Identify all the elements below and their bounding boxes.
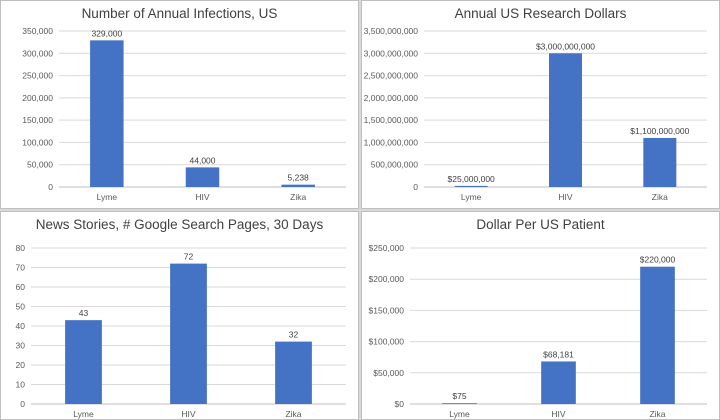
- chart-research-dollars: Annual US Research Dollars 0 500,000,000 1,…: [364, 6, 707, 202]
- data-label: 329,000: [91, 28, 122, 38]
- x-tick-label: Zika: [290, 192, 306, 202]
- y-tick-label: 60: [16, 282, 26, 292]
- bar-zika: [281, 184, 315, 187]
- chart-title: Dollar Per US Patient: [476, 217, 605, 232]
- x-tick-label: Lyme: [73, 409, 94, 419]
- y-tick-label: 0: [20, 399, 25, 409]
- x-tick-label: HIV: [551, 409, 566, 419]
- x-tick-label: HIV: [558, 192, 573, 202]
- y-tick-label: 3,500,000,000: [364, 26, 419, 36]
- chart-dollar-per-patient: Dollar Per US Patient $0 $50,000 $100,000 $1…: [369, 217, 707, 419]
- data-label: $68,181: [543, 349, 574, 359]
- data-label: 32: [289, 330, 299, 340]
- data-label: 5,238: [288, 173, 310, 183]
- y-tick-label: 20: [16, 360, 26, 370]
- data-label: $75: [452, 391, 466, 401]
- bar-zika: [640, 266, 675, 404]
- y-tick-label: $200,000: [369, 274, 405, 284]
- x-tick-label: Lyme: [461, 192, 482, 202]
- y-tick-label: 50,000: [27, 160, 53, 170]
- y-tick-label: 200,000: [22, 93, 53, 103]
- x-tick-label: Zika: [285, 409, 301, 419]
- data-label: 43: [79, 308, 89, 318]
- chart-panel-dollar-per-patient: Dollar Per US Patient $0 $50,000 $100,000 $1…: [361, 211, 720, 420]
- y-tick-label: 1,000,000,000: [364, 137, 419, 147]
- y-tick-label: 80: [16, 243, 26, 253]
- data-label: $3,000,000,000: [536, 41, 595, 51]
- x-tick-label: Zika: [652, 192, 668, 202]
- data-label: $1,100,000,000: [630, 126, 689, 136]
- y-tick-label: $0: [395, 399, 405, 409]
- y-tick-label: 50: [16, 302, 26, 312]
- bar-lyme: [65, 320, 102, 404]
- y-tick-label: 300,000: [22, 48, 53, 58]
- y-tick-label: 350,000: [22, 26, 53, 36]
- bar-zika: [275, 341, 312, 404]
- x-tick-label: Lyme: [97, 192, 118, 202]
- chart-infections: Number of Annual Infections, US 0 50,000 10…: [22, 6, 346, 202]
- chart-news-stories: News Stories, # Google Search Pages, 30 …: [16, 217, 346, 419]
- y-tick-label: 2,500,000,000: [364, 71, 419, 81]
- x-tick-label: Zika: [649, 409, 665, 419]
- bar-hiv: [541, 361, 576, 404]
- y-tick-label: $100,000: [369, 337, 405, 347]
- y-tick-label: 1,500,000,000: [364, 115, 419, 125]
- chart-title: Number of Annual Infections, US: [82, 6, 278, 21]
- bar-hiv: [170, 263, 207, 404]
- y-tick-label: 40: [16, 321, 26, 331]
- chart-title: News Stories, # Google Search Pages, 30 …: [36, 217, 324, 232]
- bar-zika: [643, 137, 677, 187]
- y-tick-label: 150,000: [22, 115, 53, 125]
- y-tick-label: $50,000: [373, 368, 404, 378]
- y-tick-label: 30: [16, 341, 26, 351]
- bar-lyme: [90, 40, 124, 187]
- bar-lyme: [454, 185, 488, 187]
- y-tick-label: 10: [16, 380, 26, 390]
- x-tick-label: Lyme: [449, 409, 470, 419]
- y-tick-label: 100,000: [22, 137, 53, 147]
- data-label: 72: [184, 252, 194, 262]
- data-label: $220,000: [640, 255, 676, 265]
- chart-panel-infections: Number of Annual Infections, US 0 50,000 10…: [0, 0, 359, 209]
- chart-panel-news-stories: News Stories, # Google Search Pages, 30 …: [0, 211, 359, 420]
- x-tick-label: HIV: [195, 192, 210, 202]
- chart-title: Annual US Research Dollars: [455, 6, 627, 21]
- bar-hiv: [185, 167, 220, 187]
- y-tick-label: 250,000: [22, 71, 53, 81]
- y-tick-label: 500,000,000: [371, 160, 419, 170]
- y-tick-label: 0: [413, 182, 418, 192]
- data-label: $25,000,000: [448, 174, 496, 184]
- y-tick-label: $250,000: [369, 243, 405, 253]
- y-tick-label: 3,000,000,000: [364, 48, 419, 58]
- chart-panel-research-dollars: Annual US Research Dollars 0 500,000,000 1,…: [361, 0, 720, 209]
- y-tick-label: 2,000,000,000: [364, 93, 419, 103]
- data-label: 44,000: [190, 155, 216, 165]
- y-tick-label: $150,000: [369, 305, 405, 315]
- y-tick-label: 70: [16, 263, 26, 273]
- bar-hiv: [548, 53, 583, 188]
- x-tick-label: HIV: [181, 409, 196, 419]
- y-tick-label: 0: [48, 182, 53, 192]
- bar-lyme: [442, 403, 477, 404]
